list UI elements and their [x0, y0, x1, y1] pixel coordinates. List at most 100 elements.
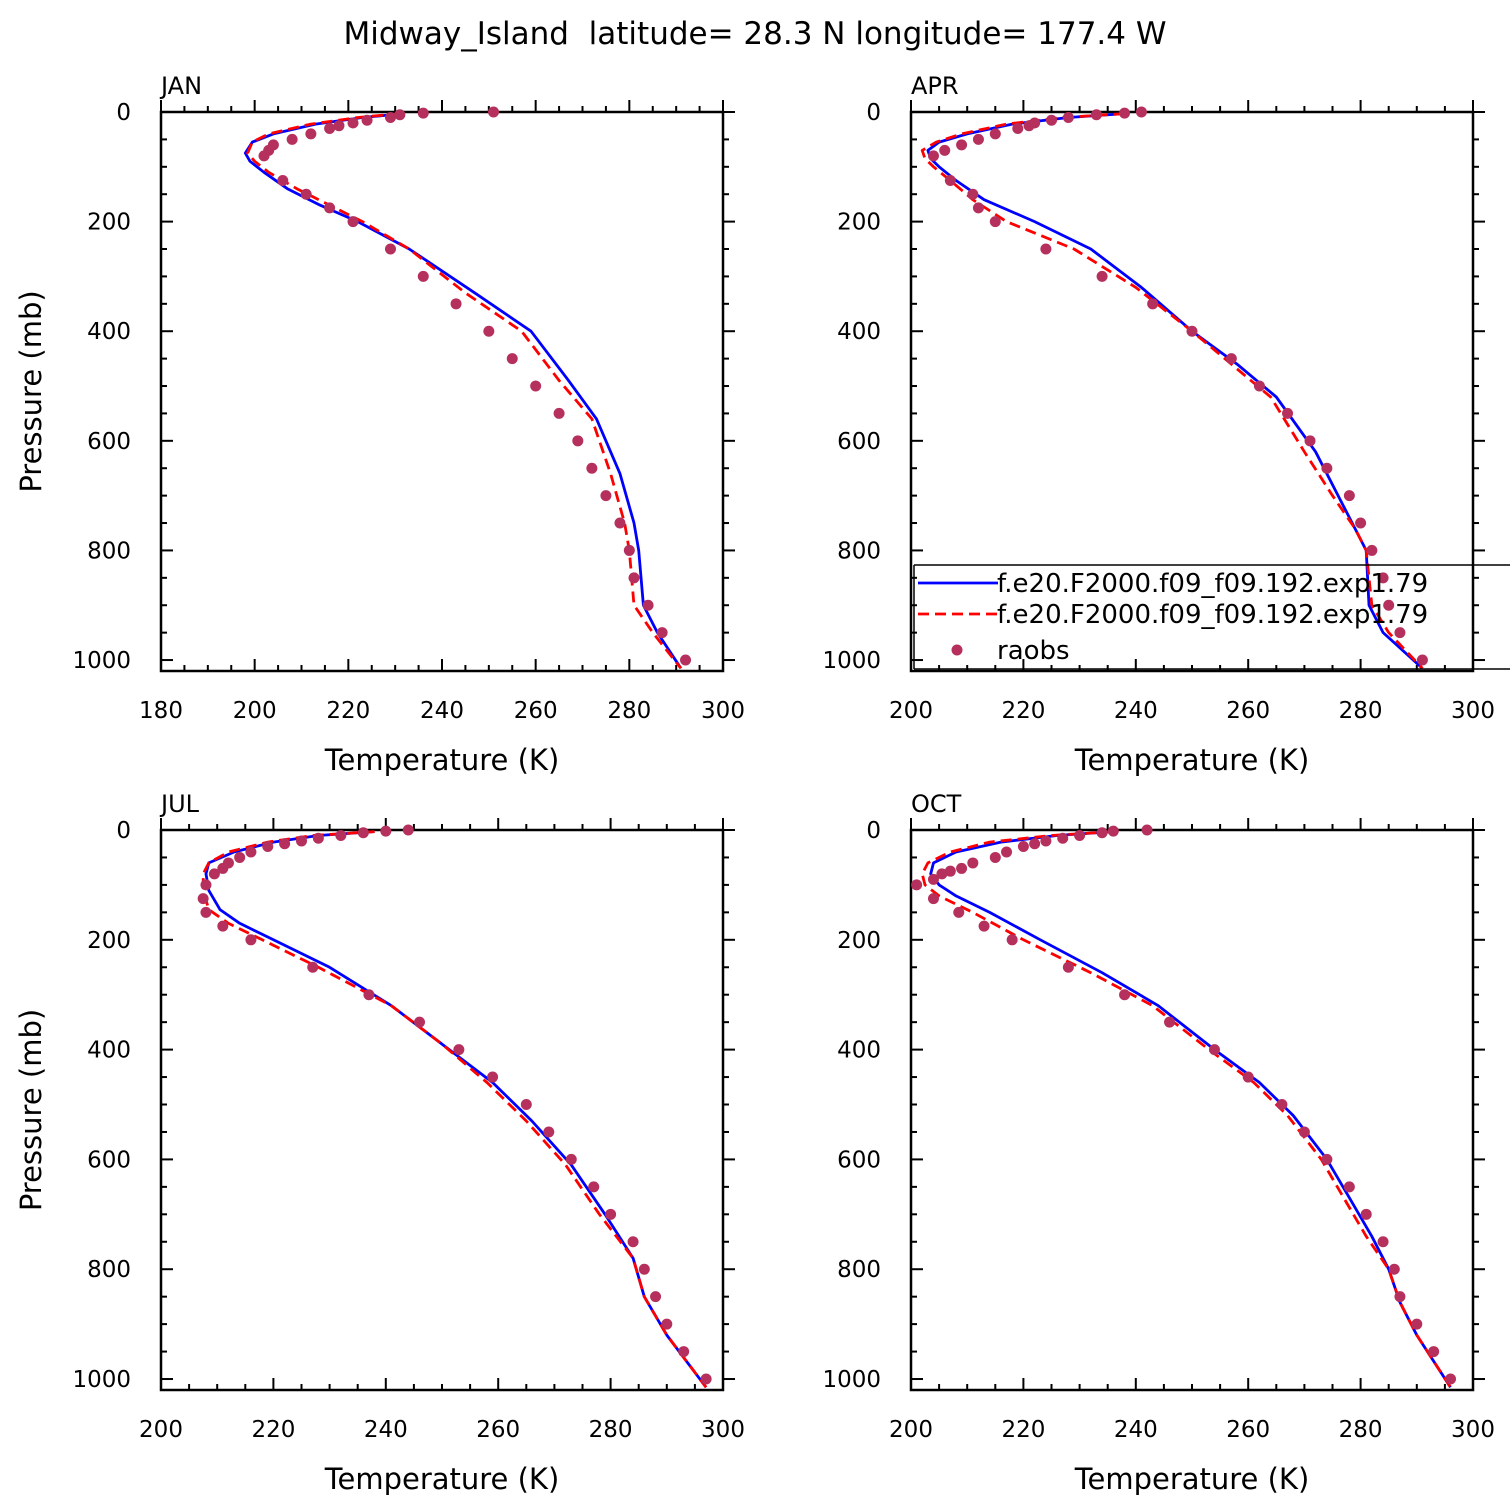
raobs-point	[956, 139, 968, 151]
raobs-point	[956, 862, 968, 874]
y-tick-label: 200	[837, 928, 881, 954]
model-series-solid-line	[204, 830, 708, 1389]
panel-title: JUL	[159, 790, 200, 818]
raobs-point	[245, 846, 257, 858]
raobs-point	[1001, 846, 1013, 858]
raobs-point	[1445, 1373, 1457, 1385]
raobs-point	[506, 353, 518, 365]
raobs-point	[1253, 380, 1265, 392]
x-tick-label: 200	[233, 698, 277, 724]
raobs-point	[1186, 325, 1198, 337]
raobs-point	[305, 128, 317, 140]
raobs-point	[296, 835, 307, 847]
x-tick-label: 300	[701, 698, 745, 724]
raobs-point	[1377, 1236, 1389, 1248]
raobs-point	[989, 216, 1001, 228]
raobs-point	[1242, 1071, 1254, 1083]
x-tick-label: 260	[1226, 698, 1270, 724]
legend-marker-raobs	[951, 644, 963, 656]
y-tick-label: 600	[837, 1147, 881, 1173]
raobs-point	[638, 1263, 650, 1275]
x-tick-label: 220	[326, 698, 370, 724]
raobs-point	[1147, 298, 1159, 310]
raobs-point	[394, 109, 406, 121]
raobs-point	[1321, 1153, 1333, 1165]
y-tick-label: 1000	[72, 648, 131, 674]
y-axis-title: Pressure (mb)	[14, 290, 48, 492]
x-tick-label: 240	[420, 698, 464, 724]
raobs-point	[1040, 243, 1052, 255]
model-series-dashed-line	[920, 112, 1424, 670]
raobs-point	[258, 150, 270, 162]
panel-title: APR	[911, 72, 959, 100]
raobs-point	[417, 270, 429, 282]
y-tick-label: 0	[116, 818, 131, 844]
y-tick-label: 1000	[72, 1367, 131, 1393]
raobs-point	[208, 868, 220, 880]
y-tick-label: 800	[87, 1257, 131, 1283]
series-group	[920, 106, 1428, 670]
raobs-point	[1355, 517, 1367, 529]
raobs-point	[307, 961, 319, 973]
raobs-point	[1062, 111, 1074, 123]
raobs-point	[1006, 934, 1018, 946]
raobs-point	[402, 824, 414, 836]
y-tick-label: 0	[866, 100, 881, 126]
y-tick-label: 1000	[822, 648, 881, 674]
raobs-point	[600, 490, 612, 502]
raobs-point	[1046, 114, 1057, 126]
y-tick-label: 800	[837, 538, 881, 564]
raobs-point	[650, 1291, 662, 1303]
raobs-point	[279, 838, 291, 850]
x-tick-label: 220	[1001, 698, 1045, 724]
raobs-point	[661, 1318, 673, 1330]
raobs-point	[1208, 1044, 1220, 1056]
raobs-point	[700, 1373, 712, 1385]
raobs-point	[197, 893, 209, 905]
raobs-point	[335, 829, 347, 841]
y-tick-label: 400	[87, 319, 131, 345]
x-tick-label: 280	[589, 1417, 633, 1443]
raobs-point	[530, 380, 542, 392]
y-tick-label: 200	[87, 210, 131, 236]
raobs-point	[1017, 840, 1029, 852]
series-group	[911, 824, 1457, 1389]
raobs-point	[967, 188, 979, 200]
raobs-point	[324, 122, 336, 134]
x-tick-label: 240	[364, 1417, 408, 1443]
raobs-point	[1164, 1016, 1176, 1028]
raobs-point	[1141, 824, 1153, 836]
series-group	[243, 106, 692, 670]
raobs-point	[200, 879, 212, 891]
x-tick-label: 240	[1114, 698, 1158, 724]
y-tick-label: 0	[866, 818, 881, 844]
raobs-point	[565, 1153, 577, 1165]
raobs-point	[347, 117, 359, 129]
raobs-point	[1119, 989, 1131, 1001]
raobs-point	[1012, 122, 1024, 134]
raobs-point	[989, 851, 1001, 863]
panels-group: 180 200 220 240 260 280 300 0 200 400 600 800 1000 JA…	[14, 72, 1495, 1496]
raobs-point	[217, 920, 229, 932]
y-tick-label: 600	[837, 429, 881, 455]
y-tick-label: 0	[116, 100, 131, 126]
x-tick-label: 280	[1339, 1417, 1383, 1443]
panel-jul: 200 220 240 260 280 300 0 200 400 600 800 1000 JUL Te…	[14, 790, 745, 1496]
x-tick-label: 300	[1451, 698, 1495, 724]
y-tick-label: 1000	[822, 1367, 881, 1393]
x-tick-label: 200	[889, 1417, 933, 1443]
raobs-point	[953, 906, 965, 918]
raobs-point	[978, 920, 990, 932]
raobs-point	[972, 133, 984, 145]
raobs-point	[414, 1016, 426, 1028]
raobs-point	[1096, 270, 1108, 282]
y-tick-label: 400	[87, 1038, 131, 1064]
raobs-point	[1298, 1126, 1310, 1138]
raobs-point	[936, 868, 948, 880]
raobs-point	[300, 188, 312, 200]
x-axis-title: Temperature (K)	[324, 1462, 560, 1496]
figure-title: Midway_Island latitude= 28.3 N longitude…	[344, 16, 1167, 52]
x-tick-label: 300	[1451, 1417, 1495, 1443]
raobs-point	[623, 544, 635, 556]
